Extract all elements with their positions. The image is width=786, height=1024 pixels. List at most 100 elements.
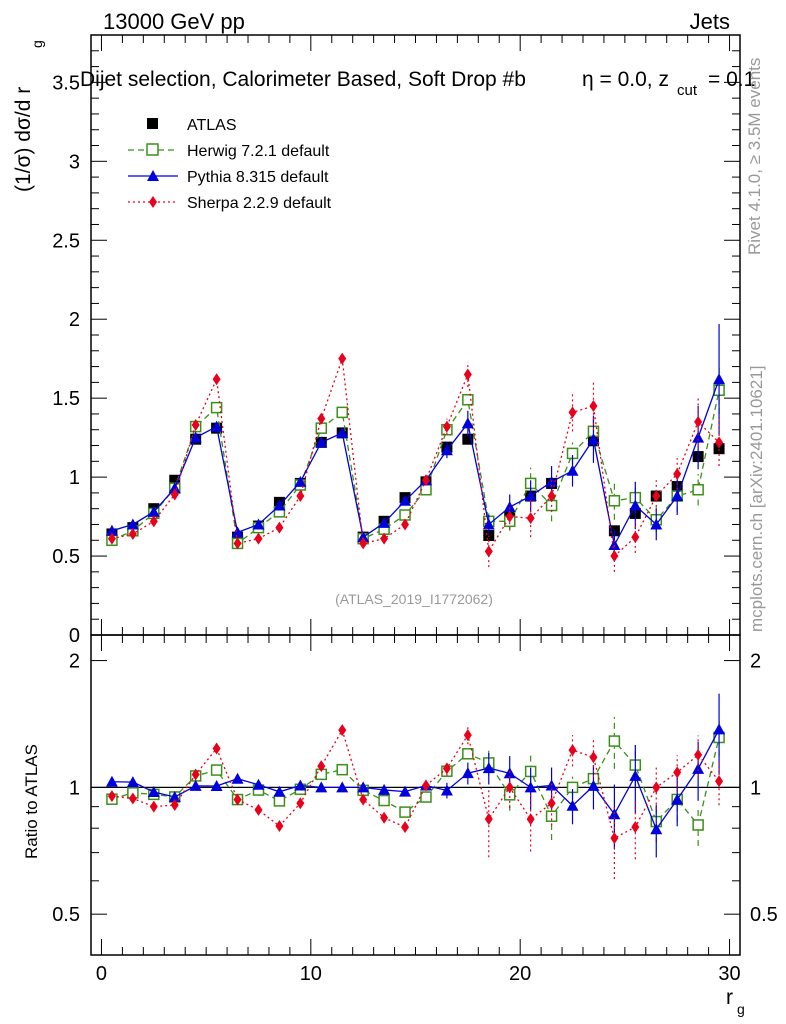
ratio-line-herwig <box>111 737 720 827</box>
plot-title: Dijet selection, Calorimeter Based, Soft… <box>80 68 526 91</box>
ratio-point-pythia <box>482 762 495 774</box>
legend-entry-pythia: Pythia 8.315 default <box>128 169 329 186</box>
point-sherpa <box>191 419 200 431</box>
y-tick-label: 2.5 <box>52 230 80 252</box>
point-pythia <box>147 505 160 517</box>
legend-entry-atlas: ATLAS <box>147 117 237 134</box>
ratio-point-pythia <box>273 785 286 797</box>
ratio-point-pythia <box>336 781 349 793</box>
ratio-point-herwig <box>210 764 223 776</box>
ratio-tick-label: 2 <box>69 651 80 673</box>
svg-text:Pythia 8.315 default: Pythia 8.315 default <box>187 169 329 186</box>
ratio-point-pythia <box>189 779 202 791</box>
ratio-point-sherpa <box>254 803 263 816</box>
ratio-point-sherpa <box>149 800 158 813</box>
point-herwig <box>608 495 621 507</box>
point-pythia <box>252 518 265 530</box>
point-pythia <box>294 475 307 487</box>
plot-title-eta: η = 0.0, z <box>582 68 669 91</box>
point-pythia <box>587 433 600 445</box>
ratio-point-sherpa <box>191 768 200 781</box>
point-sherpa <box>380 532 389 545</box>
point-sherpa <box>610 550 619 563</box>
y-tick-label: 1 <box>69 467 80 489</box>
ratio-point-sherpa <box>170 798 179 811</box>
ratio-tick-label: 1 <box>69 777 80 799</box>
ratio-tick-label-right: 0.5 <box>750 904 778 926</box>
point-sherpa <box>275 521 284 534</box>
side-label-mcplots: mcplots.cern.ch [arXiv:2401.10621] <box>747 366 766 632</box>
ratio-point-sherpa <box>652 781 661 794</box>
ratio-line-pythia <box>111 729 720 831</box>
point-herwig <box>210 401 223 414</box>
y-tick-label: 2 <box>69 309 80 331</box>
ratio-point-pythia <box>524 781 537 793</box>
point-herwig <box>692 483 704 496</box>
ratio-point-pythia <box>105 775 118 787</box>
point-sherpa <box>694 415 703 428</box>
ratio-point-herwig <box>545 810 558 822</box>
point-pythia <box>315 436 328 448</box>
ratio-point-pythia <box>210 779 223 791</box>
ratio-tick-label-right: 2 <box>750 651 761 673</box>
point-pythia <box>168 482 181 494</box>
point-sherpa <box>128 527 137 540</box>
ratio-point-pythia <box>357 781 370 793</box>
ratio-point-pythia <box>252 778 265 790</box>
ratio-point-pythia <box>399 785 412 797</box>
ratio-point-sherpa <box>442 762 451 775</box>
x-tick-label: 10 <box>300 963 322 985</box>
svg-text:Herwig 7.2.1 default: Herwig 7.2.1 default <box>187 143 330 160</box>
plot-title-sub: cut <box>677 82 698 99</box>
point-sherpa <box>589 400 598 413</box>
point-atlas <box>462 433 474 445</box>
ratio-point-pythia <box>168 790 181 802</box>
ratio-point-sherpa <box>526 813 535 826</box>
ratio-point-sherpa <box>233 793 242 806</box>
series-line-sherpa <box>111 358 720 558</box>
ratio-y-axis-title: Ratio to ATLAS <box>22 744 41 859</box>
point-pythia <box>126 518 139 530</box>
point-sherpa <box>149 515 158 528</box>
point-pythia <box>336 426 349 438</box>
ratio-point-sherpa <box>359 793 368 806</box>
point-pythia <box>231 526 244 538</box>
point-sherpa <box>526 512 535 525</box>
svg-text:ATLAS: ATLAS <box>187 117 237 134</box>
point-sherpa <box>568 406 577 419</box>
ratio-point-pythia <box>461 767 474 779</box>
point-pythia <box>399 494 412 506</box>
ratio-point-sherpa <box>401 821 410 834</box>
point-sherpa <box>233 537 242 550</box>
series-line-pythia <box>111 378 720 547</box>
x-tick-label: 20 <box>509 963 531 985</box>
point-herwig <box>336 406 348 419</box>
point-pythia <box>629 499 642 511</box>
ratio-point-herwig <box>692 819 704 831</box>
ratio-point-sherpa <box>673 766 682 779</box>
ratio-point-pythia <box>126 776 139 788</box>
point-pythia <box>357 531 370 543</box>
point-pythia <box>482 518 495 530</box>
x-axis-title: r <box>726 986 733 1009</box>
series-sherpa <box>107 352 724 879</box>
point-pythia <box>692 431 705 443</box>
ratio-point-sherpa <box>317 760 326 773</box>
point-pythia <box>566 464 579 476</box>
ratio-point-sherpa <box>296 797 305 810</box>
point-pythia <box>524 490 537 502</box>
point-sherpa <box>631 531 640 544</box>
point-sherpa <box>547 490 556 503</box>
point-sherpa <box>442 420 451 433</box>
point-pythia <box>189 431 202 443</box>
point-pythia <box>461 417 474 429</box>
series-pythia <box>105 323 726 858</box>
point-herwig <box>462 393 474 406</box>
ratio-point-sherpa <box>484 812 493 825</box>
ratio-tick-label-right: 1 <box>750 777 761 799</box>
ratio-point-sherpa <box>421 779 430 792</box>
y-tick-label: 0.5 <box>52 546 80 568</box>
legend-entry-sherpa: Sherpa 2.2.9 default <box>128 195 332 212</box>
ratio-point-sherpa <box>275 820 284 833</box>
